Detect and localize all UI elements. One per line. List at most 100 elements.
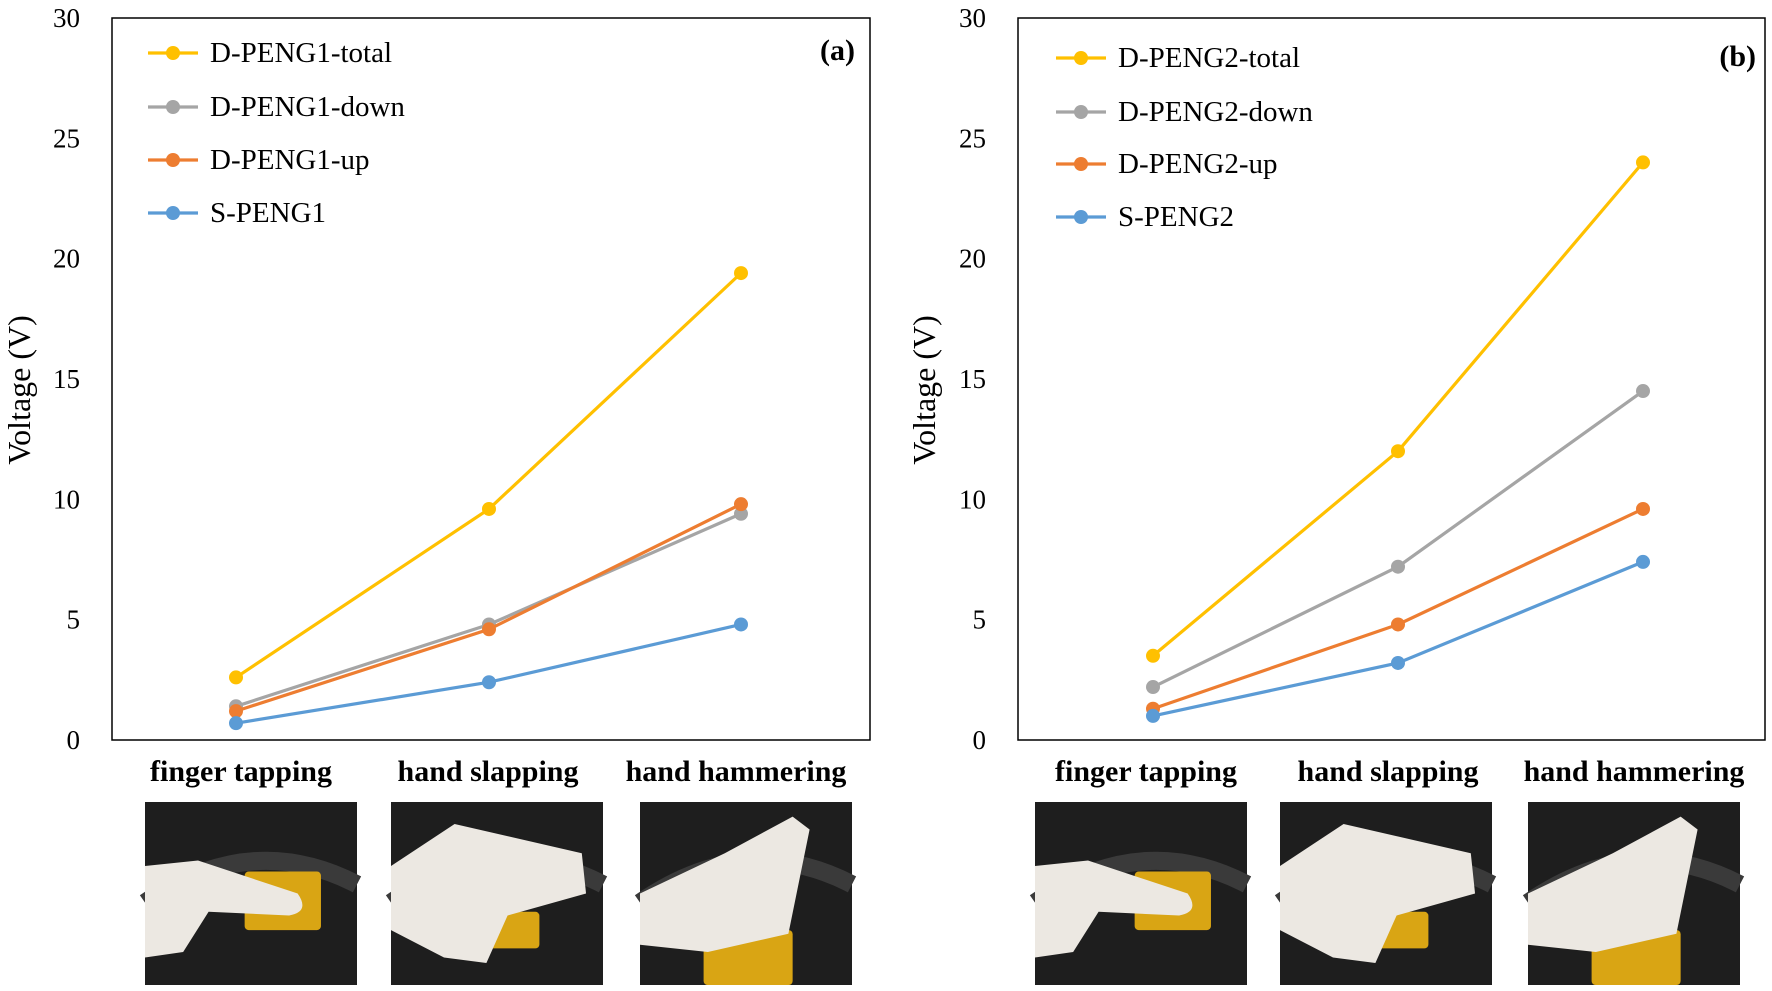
- legend-item: D-PENG1-down: [148, 91, 405, 123]
- data-point: [734, 497, 748, 512]
- finger-tapping-photo: [139, 802, 362, 985]
- y-tick-label: 25: [959, 123, 986, 153]
- data-point: [229, 716, 243, 731]
- category-label: hand slapping: [398, 755, 579, 788]
- legend-label: S-PENG1: [210, 197, 326, 229]
- y-tick-label: 10: [959, 484, 986, 514]
- plot-area: [1017, 17, 1766, 741]
- data-point: [482, 675, 496, 690]
- series-line: [1152, 389, 1644, 689]
- legend-label: D-PENG1-up: [210, 144, 370, 176]
- hand-hammering-photo: [634, 802, 857, 985]
- data-point: [1146, 708, 1160, 723]
- hand-slapping-photo: [385, 802, 608, 985]
- legend-marker: [166, 46, 180, 60]
- y-axis-label: Voltage (V): [906, 315, 942, 465]
- data-point: [734, 266, 748, 281]
- legend-item: D-PENG2-down: [1056, 96, 1313, 128]
- y-tick-label: 0: [973, 725, 987, 755]
- data-point: [1636, 384, 1650, 399]
- legend-marker: [1074, 51, 1088, 65]
- data-point: [1636, 554, 1650, 569]
- series-d-peng2-up: [1146, 501, 1650, 716]
- y-tick-label: 10: [53, 484, 80, 514]
- category-label: hand hammering: [1524, 755, 1745, 788]
- legend-marker: [1074, 105, 1088, 119]
- category-labels: finger tapping hand slapping hand hammerin…: [1055, 755, 1744, 788]
- glove: [145, 860, 303, 958]
- data-point: [1391, 559, 1405, 574]
- hand-slapping-photo: [1274, 802, 1497, 985]
- legend-marker: [1074, 210, 1088, 224]
- legend-label: D-PENG1-down: [210, 91, 405, 123]
- legend-label: D-PENG2-total: [1118, 42, 1300, 74]
- series-line: [1151, 161, 1645, 657]
- data-point: [1391, 655, 1405, 670]
- category-label: hand hammering: [626, 755, 847, 788]
- data-point: [229, 670, 243, 685]
- data-point: [1146, 680, 1160, 695]
- glove: [640, 816, 810, 953]
- legend-label: D-PENG2-up: [1118, 148, 1278, 180]
- glove: [1035, 860, 1193, 958]
- series-s-peng1: [229, 617, 748, 731]
- series-d-peng2-total: [1146, 155, 1650, 663]
- y-tick-labels: 0 5 10 15 20 25 30: [959, 3, 986, 755]
- data-point: [1391, 444, 1405, 459]
- glove: [391, 823, 587, 964]
- plot-area: [111, 17, 871, 741]
- glove: [1528, 816, 1698, 953]
- data-point: [734, 506, 748, 521]
- legend: D-PENG1-total D-PENG1-down D-PENG1-up S-PEN…: [148, 37, 405, 229]
- data-point: [734, 617, 748, 632]
- legend-marker: [166, 153, 180, 167]
- y-tick-label: 25: [53, 123, 80, 153]
- y-tick-label: 0: [67, 725, 81, 755]
- series-line: [235, 622, 742, 725]
- y-tick-label: 5: [973, 605, 987, 635]
- legend-label: D-PENG1-total: [210, 37, 392, 69]
- y-tick-label: 15: [959, 364, 986, 394]
- legend-item: D-PENG2-total: [1056, 42, 1300, 74]
- data-point: [482, 622, 496, 637]
- legend-marker: [166, 206, 180, 220]
- y-tick-label: 5: [67, 605, 81, 635]
- series-d-peng2-down: [1146, 384, 1650, 695]
- y-tick-label: 15: [53, 364, 80, 394]
- data-point: [1146, 648, 1160, 663]
- glove: [1280, 823, 1476, 964]
- series-d-peng1-up: [229, 497, 748, 719]
- data-point: [482, 501, 496, 516]
- panel-tag: (b): [1719, 40, 1756, 73]
- y-tick-label: 20: [53, 244, 80, 274]
- series-d-peng1-total: [229, 266, 748, 685]
- y-tick-label: 20: [959, 244, 986, 274]
- category-label: finger tapping: [1055, 755, 1237, 788]
- y-tick-label: 30: [53, 3, 80, 33]
- legend-item: D-PENG2-up: [1056, 148, 1278, 180]
- legend-item: D-PENG1-up: [148, 144, 370, 176]
- y-tick-labels: 0 5 10 15 20 25 30: [53, 3, 80, 755]
- panel-tag: (a): [820, 34, 855, 67]
- legend-label: D-PENG2-down: [1118, 96, 1313, 128]
- legend-item: S-PENG2: [1056, 201, 1234, 233]
- data-point: [1636, 155, 1650, 170]
- data-point: [1391, 617, 1405, 632]
- photo-row: [139, 802, 857, 985]
- y-axis-label: Voltage (V): [1, 315, 37, 465]
- series-line: [235, 271, 743, 679]
- series-s-peng2: [1146, 554, 1650, 723]
- photo-row: [1029, 802, 1745, 985]
- legend: D-PENG2-total D-PENG2-down D-PENG2-up S-PEN…: [1056, 42, 1313, 233]
- data-point: [1636, 501, 1650, 516]
- legend-marker: [166, 100, 180, 114]
- category-label: hand slapping: [1298, 755, 1479, 788]
- legend-label: S-PENG2: [1118, 201, 1234, 233]
- y-tick-label: 30: [959, 3, 986, 33]
- category-labels: finger tapping hand slapping hand hammerin…: [150, 755, 846, 788]
- category-label: finger tapping: [150, 755, 332, 788]
- legend-marker: [1074, 157, 1088, 171]
